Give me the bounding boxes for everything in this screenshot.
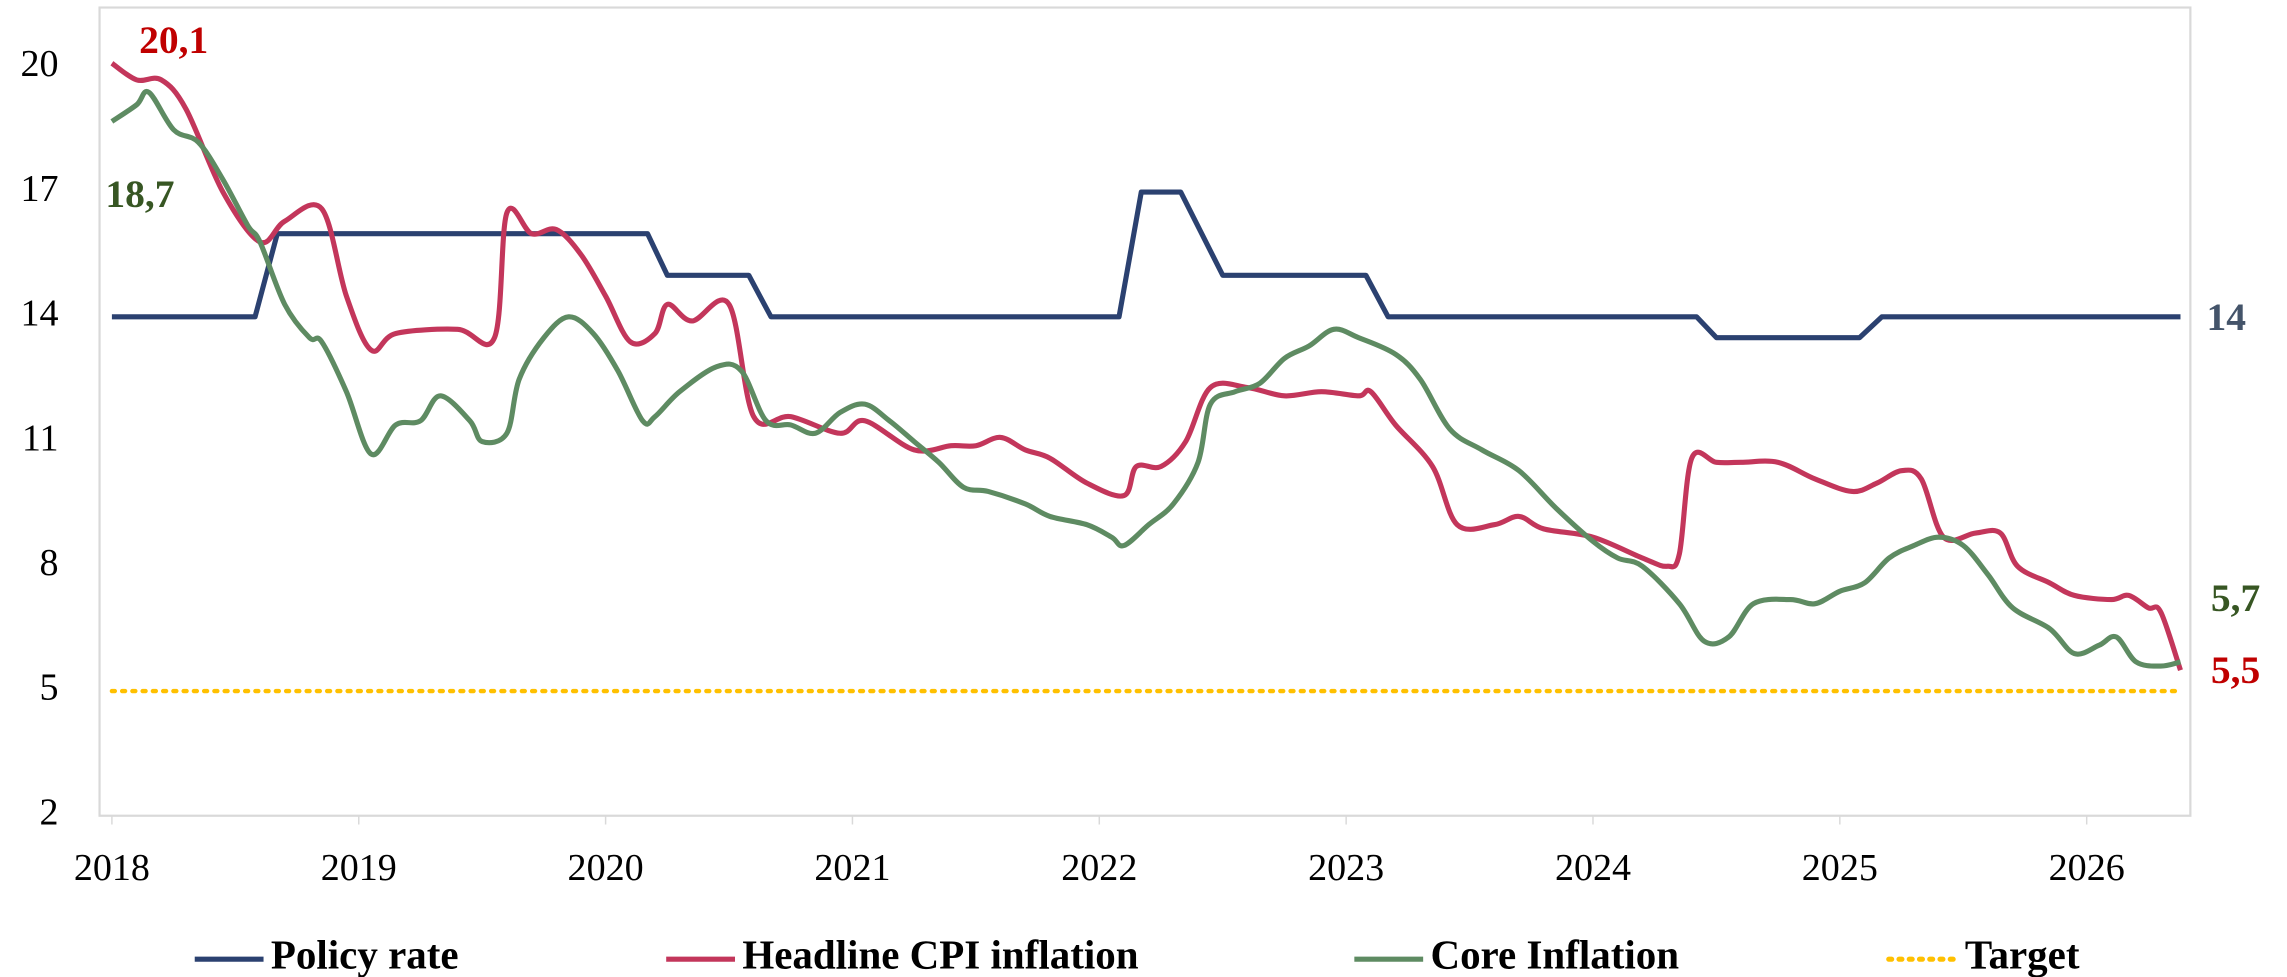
y-tick-label: 8: [40, 542, 59, 584]
annotation: 20,1: [139, 18, 208, 62]
y-tick-label: 14: [21, 293, 59, 335]
y-tick-label: 2: [40, 791, 59, 833]
y-tick-label: 20: [21, 43, 59, 85]
annotation: 5,5: [2211, 648, 2260, 692]
x-tick-label: 2025: [1802, 847, 1878, 889]
annotation: 5,7: [2211, 576, 2260, 620]
x-tick-label: 2020: [568, 847, 644, 889]
annotation: 18,7: [105, 172, 174, 216]
x-tick-label: 2023: [1308, 847, 1384, 889]
legend-label: Policy rate: [271, 932, 459, 977]
x-tick-label: 2024: [1555, 847, 1631, 889]
annotation: 14: [2206, 295, 2246, 339]
series-line: [110, 88, 2182, 669]
x-tick-label: 2022: [1061, 847, 1137, 889]
y-tick-label: 11: [22, 417, 59, 459]
y-tick-label: 5: [40, 667, 59, 709]
x-tick-label: 2018: [74, 847, 150, 889]
series-line: [110, 61, 2183, 672]
x-tick-label: 2019: [321, 847, 397, 889]
y-tick-label: 17: [21, 168, 59, 210]
legend-label: Core Inflation: [1430, 932, 1679, 977]
plot-frame: [98, 6, 2192, 817]
legend-label: Target: [1965, 932, 2080, 977]
x-tick-label: 2026: [2049, 847, 2125, 889]
legend-label: Headline CPI inflation: [742, 932, 1138, 977]
x-tick-label: 2021: [814, 847, 890, 889]
series-line: [111, 189, 2181, 341]
